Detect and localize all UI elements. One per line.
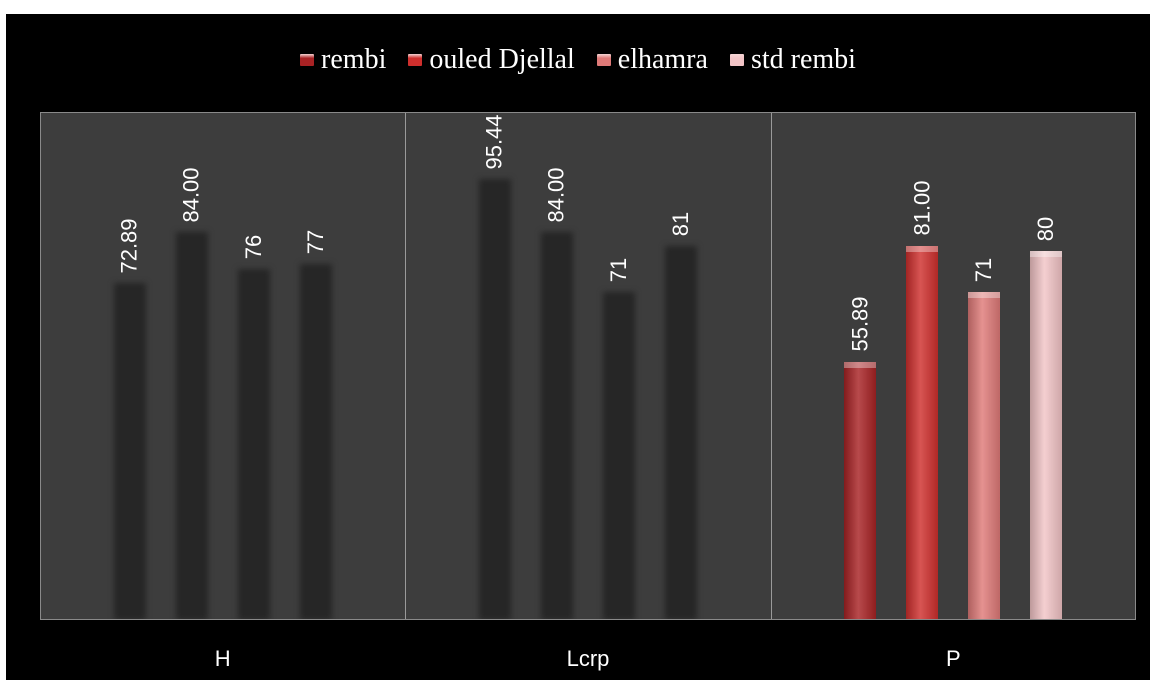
data-label: 71 bbox=[971, 257, 997, 283]
data-label: 84.00 bbox=[544, 167, 570, 223]
legend-label: elhamra bbox=[617, 44, 708, 75]
category-label-p: P bbox=[945, 646, 961, 671]
legend-swatch bbox=[300, 54, 315, 66]
category-pane-lcrp: 95.44 84.00 71 81 bbox=[405, 112, 770, 620]
legend-label: std rembi bbox=[750, 44, 856, 75]
bar-p-std-rembi bbox=[1030, 250, 1063, 620]
bar-p-ouled-djellal bbox=[906, 245, 939, 620]
legend-item-rembi: rembi bbox=[300, 44, 386, 76]
category-pane-h: 72.89 84.00 76 77 bbox=[40, 112, 405, 620]
data-label: 77 bbox=[302, 230, 328, 255]
bar-lcrp-rembi bbox=[478, 179, 511, 620]
data-label: 81 bbox=[668, 211, 694, 237]
legend: rembi ouled Djellal elhamra std rembi bbox=[6, 40, 1150, 80]
bar-h-std-rembi bbox=[299, 264, 332, 620]
legend-label: rembi bbox=[321, 44, 387, 75]
chart-frame: rembi ouled Djellal elhamra std rembi 72.89… bbox=[6, 14, 1150, 680]
data-label: 71 bbox=[606, 257, 632, 283]
bar-lcrp-elhamra bbox=[602, 292, 635, 620]
data-label: 80 bbox=[1033, 216, 1059, 241]
legend-item-ouled-djellal: ouled Djellal bbox=[408, 44, 575, 76]
category-divider bbox=[405, 112, 407, 620]
category-pane-p: 55.89 81.00 71 80 bbox=[771, 112, 1136, 620]
bar-lcrp-ouled-djellal bbox=[540, 232, 573, 620]
bar-p-elhamra bbox=[968, 292, 1001, 620]
category-label-h: H bbox=[214, 646, 231, 671]
legend-swatch bbox=[408, 54, 423, 66]
data-label: 55.89 bbox=[847, 296, 873, 352]
data-label: 72.89 bbox=[116, 218, 142, 274]
data-label: 84.00 bbox=[178, 167, 204, 223]
bar-h-rembi bbox=[113, 283, 146, 620]
plot-area: 72.89 84.00 76 77 95.44 84.00 71 81 55.89 81.00 71… bbox=[40, 112, 1136, 620]
category-divider bbox=[770, 112, 772, 620]
bar-h-elhamra bbox=[237, 269, 270, 620]
data-label: 81.00 bbox=[909, 180, 935, 236]
legend-label: ouled Djellal bbox=[429, 44, 575, 75]
legend-swatch bbox=[596, 54, 611, 66]
category-label-lcrp: Lcrp bbox=[566, 646, 610, 671]
legend-item-std-rembi: std rembi bbox=[729, 44, 856, 76]
legend-item-elhamra: elhamra bbox=[596, 44, 708, 76]
bar-h-ouled-djellal bbox=[175, 232, 208, 620]
bar-group bbox=[405, 112, 770, 620]
data-label: 76 bbox=[240, 234, 266, 260]
data-label: 95.44 bbox=[482, 114, 508, 170]
bar-lcrp-std-rembi bbox=[664, 245, 697, 620]
bar-group bbox=[40, 112, 405, 620]
bar-group bbox=[771, 112, 1136, 620]
legend-swatch bbox=[729, 54, 744, 66]
bar-p-rembi bbox=[844, 361, 877, 620]
